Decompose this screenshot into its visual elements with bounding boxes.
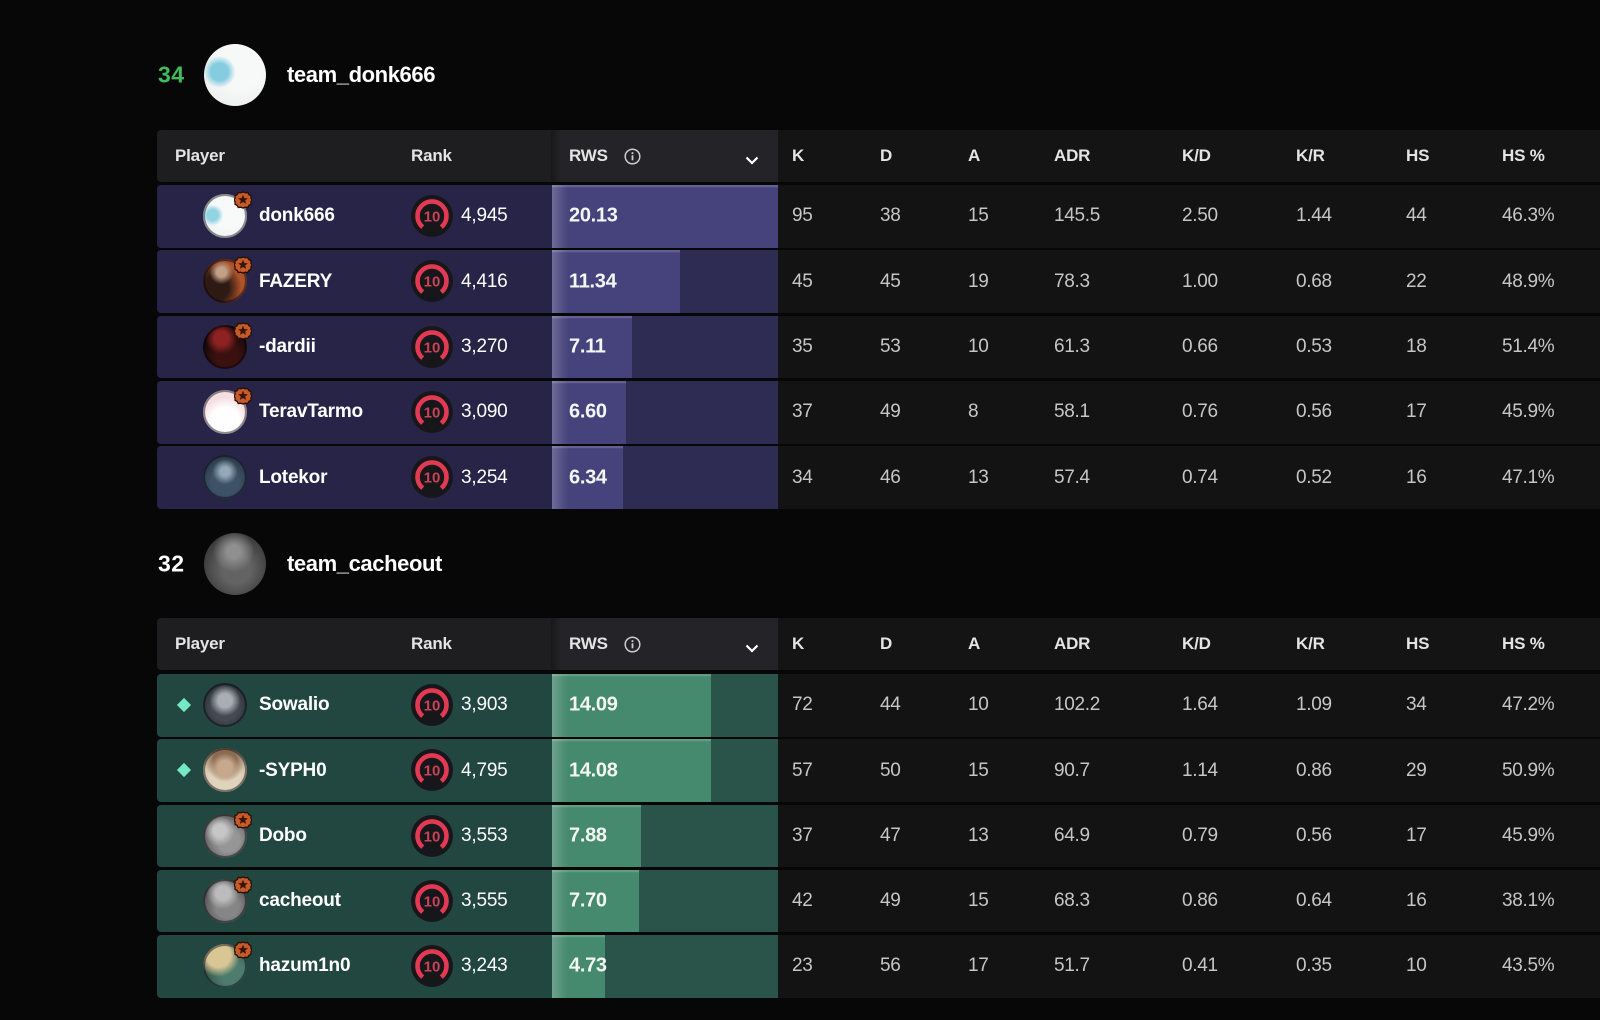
svg-text:10: 10 xyxy=(424,405,441,422)
svg-text:10: 10 xyxy=(424,274,441,291)
svg-text:10: 10 xyxy=(424,470,441,487)
svg-text:10: 10 xyxy=(424,763,441,780)
svg-text:10: 10 xyxy=(424,698,441,715)
svg-text:10: 10 xyxy=(424,828,441,845)
svg-text:10: 10 xyxy=(424,209,441,226)
svg-text:10: 10 xyxy=(424,339,441,356)
svg-text:10: 10 xyxy=(424,893,441,910)
svg-text:10: 10 xyxy=(424,959,441,976)
